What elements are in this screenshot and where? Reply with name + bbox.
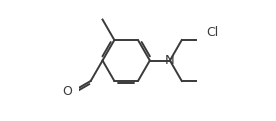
Text: O: O [62, 85, 72, 98]
Text: Cl: Cl [206, 26, 218, 39]
Text: N: N [165, 54, 175, 67]
